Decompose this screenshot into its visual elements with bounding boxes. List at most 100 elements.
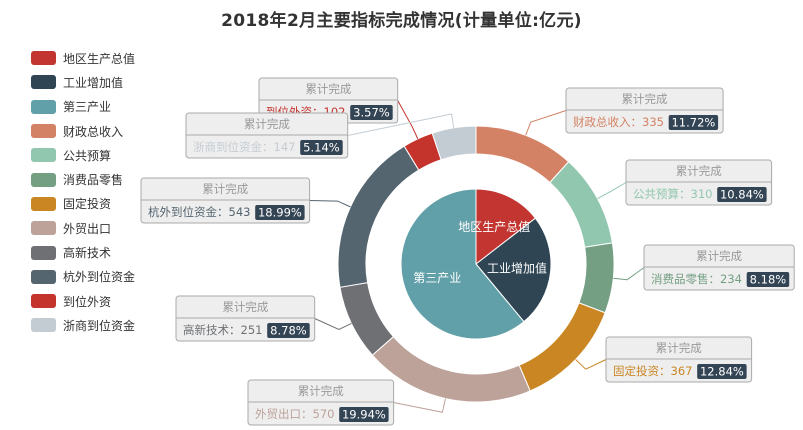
legend-label-3: 财政总收入	[63, 124, 124, 139]
legend-swatch-0	[31, 51, 56, 66]
callout-title-2: 累计完成	[696, 249, 742, 263]
legend-label-6: 固定投资	[63, 197, 112, 212]
outer-slice-8[interactable]	[431, 125, 477, 161]
callout-pct-8: 5.14%	[303, 141, 340, 155]
legend-item-8[interactable]: 高新技术	[31, 240, 135, 264]
callout-pct-7: 3.57%	[353, 106, 390, 120]
legend-label-4: 公共预算	[63, 148, 112, 163]
legend-swatch-4	[31, 148, 56, 163]
legend-swatch-10	[31, 294, 56, 309]
outer-slice-1[interactable]	[549, 161, 613, 248]
callout-pct-5: 8.78%	[270, 324, 307, 338]
callout-title-0: 累计完成	[622, 92, 668, 106]
legend-swatch-8	[31, 245, 56, 260]
outer-slice-3[interactable]	[518, 302, 606, 392]
legend-swatch-1	[31, 75, 56, 90]
legend-item-11[interactable]: 浙商到位资金	[31, 313, 135, 337]
callout-name-0: 财政总收入：335	[573, 115, 664, 129]
callout-line-8	[347, 113, 455, 136]
legend-swatch-11	[31, 318, 56, 333]
outer-slice-4[interactable]	[371, 335, 531, 403]
outer-slice-5[interactable]	[339, 282, 395, 356]
callout-pct-bg-3	[697, 364, 747, 379]
callout-pct-3: 12.84%	[700, 365, 744, 379]
legend-item-3[interactable]: 财政总收入	[31, 119, 135, 143]
callout-name-2: 消费品零售：234	[651, 272, 742, 286]
legend-item-6[interactable]: 固定投资	[31, 192, 135, 216]
legend-swatch-5	[31, 172, 56, 187]
callout-pct-bg-8	[300, 140, 343, 155]
callout-title-4: 累计完成	[298, 384, 344, 398]
callout-pct-1: 10.84%	[720, 188, 764, 202]
callout-name-4: 外贸出口：570	[255, 407, 334, 421]
callout-pct-0: 11.72%	[671, 116, 715, 130]
legend-label-7: 外贸出口	[63, 221, 112, 236]
callout-title-6: 累计完成	[202, 182, 248, 196]
legend-item-5[interactable]: 消费品零售	[31, 167, 135, 191]
legend-item-10[interactable]: 到位外资	[31, 289, 135, 313]
chart-title: 2018年2月主要指标完成情况(计量单位:亿元)	[221, 11, 582, 31]
callout-pct-bg-2	[746, 272, 790, 287]
callout-title-3: 累计完成	[656, 341, 702, 355]
legend-swatch-3	[31, 124, 56, 139]
legend-item-4[interactable]: 公共预算	[31, 143, 135, 167]
callout-name-6: 杭外到位资金：543	[148, 205, 250, 219]
callout-name-8: 浙商到位资金：147	[193, 140, 295, 154]
callout-pct-6: 18.99%	[258, 206, 302, 220]
legend-label-0: 地区生产总值	[63, 51, 136, 66]
legend-swatch-6	[31, 196, 56, 211]
callout-title-8: 累计完成	[244, 117, 290, 131]
outer-slice-0[interactable]	[475, 125, 570, 184]
callout-pct-bg-6	[255, 205, 305, 220]
legend-label-1: 工业增加值	[63, 75, 124, 90]
legend: 地区生产总值 工业增加值第三产业财政总收入公共预算消费品零售固定投资外贸出口高新技…	[31, 46, 135, 338]
callout-line-2	[613, 267, 645, 281]
callout-pct-bg-4	[339, 407, 389, 422]
outer-slice-2[interactable]	[578, 242, 615, 314]
legend-item-2[interactable]: 第三产业	[31, 95, 135, 119]
legend-item-9[interactable]: 杭外到位资金	[31, 265, 135, 289]
legend-label-11: 浙商到位资金	[63, 318, 136, 333]
legend-swatch-9	[31, 269, 56, 284]
inner-slice-label-0: 地区生产总值	[458, 219, 530, 234]
callout-line-3	[575, 359, 607, 370]
callout-pct-bg-5	[267, 323, 310, 338]
legend-item-0[interactable]: 地区生产总值	[31, 46, 135, 70]
legend-item-7[interactable]: 外贸出口	[31, 216, 135, 240]
callout-pct-bg-0	[668, 115, 719, 130]
callout-name-3: 固定投资：367	[613, 364, 692, 378]
inner-slice-0[interactable]	[475, 188, 537, 266]
callout-line-0	[525, 110, 567, 136]
callout-name-1: 公共预算：310	[633, 187, 712, 201]
legend-label-10: 到位外资	[63, 294, 112, 309]
callout-line-1	[597, 182, 627, 200]
callout-line-6	[309, 200, 351, 208]
callout-line-4	[393, 398, 446, 413]
legend-swatch-7	[31, 221, 56, 236]
callout-line-5	[314, 318, 352, 331]
callout-title-7: 累计完成	[305, 82, 351, 96]
callout-pct-bg-1	[717, 187, 767, 202]
inner-slice-label-2: 第三产业	[413, 271, 461, 285]
callout-pct-bg-7	[350, 105, 393, 120]
callout-title-5: 累计完成	[222, 300, 268, 314]
legend-label-8: 高新技术	[63, 246, 112, 261]
inner-slice-label-1: 工业增加值	[487, 261, 547, 276]
legend-item-1[interactable]: 工业增加值	[31, 70, 135, 94]
callout-pct-2: 8.18%	[750, 273, 787, 287]
callout-line-7	[397, 100, 419, 140]
callout-name-5: 高新技术：251	[183, 323, 262, 337]
inner-slice-2[interactable]	[400, 188, 525, 340]
legend-swatch-2	[31, 99, 56, 114]
legend-label-2: 第三产业	[63, 100, 112, 115]
callout-pct-4: 19.94%	[342, 408, 386, 422]
inner-slice-1[interactable]	[475, 217, 552, 323]
